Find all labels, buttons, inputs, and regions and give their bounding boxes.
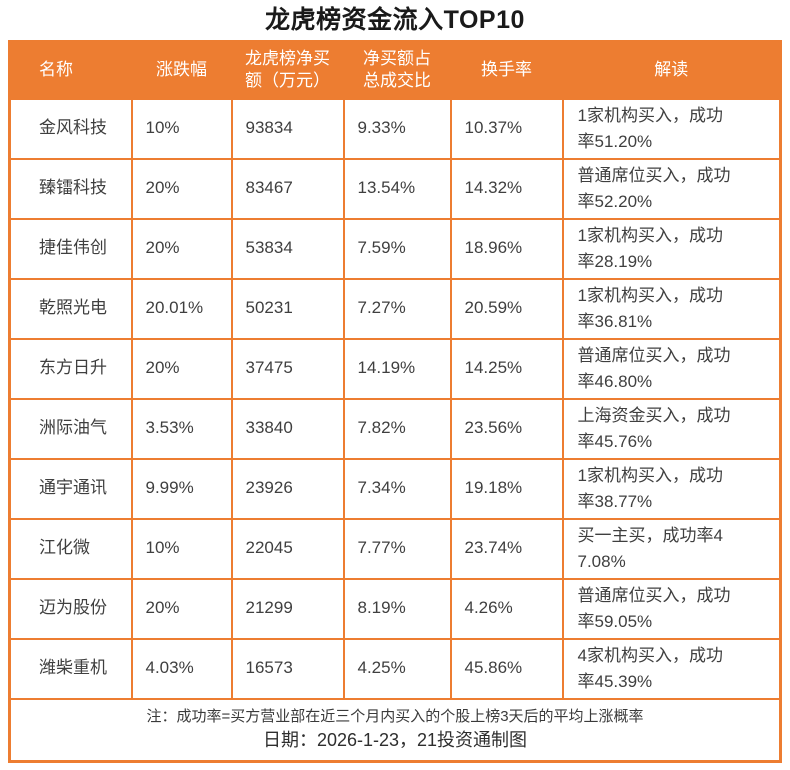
stock-name-cell: 乾照光电 <box>8 277 133 340</box>
table-row: 金风科技 10% 93834 9.33% 10.37% 1家机构买入，成功率51… <box>8 97 782 160</box>
net-buy-ratio-cell: 7.77% <box>342 517 452 580</box>
stock-name-cell: 东方日升 <box>8 337 133 400</box>
table-row: 洲际油气 3.53% 33840 7.82% 23.56% 上海资金买入，成功率… <box>8 397 782 460</box>
interpretation-cell: 1家机构买入，成功率38.77% <box>561 457 782 520</box>
table-row: 臻镭科技 20% 83467 13.54% 14.32% 普通席位买入，成功率5… <box>8 157 782 220</box>
table-header: 名称 涨跌幅 龙虎榜净买额（万元） 净买额占总成交比 换手率 解读 <box>8 40 782 100</box>
stock-name-cell: 捷佳伟创 <box>8 217 133 280</box>
table-row: 捷佳伟创 20% 53834 7.59% 18.96% 1家机构买入，成功率28… <box>8 217 782 280</box>
header-row: 名称 涨跌幅 龙虎榜净买额（万元） 净买额占总成交比 换手率 解读 <box>8 40 782 100</box>
header-turnover: 换手率 <box>449 40 564 100</box>
table-row: 江化微 10% 22045 7.77% 23.74% 买一主买，成功率47.08… <box>8 517 782 580</box>
table-row: 迈为股份 20% 21299 8.19% 4.26% 普通席位买入，成功率59.… <box>8 577 782 640</box>
stock-name-cell: 江化微 <box>8 517 133 580</box>
change-pct-cell: 9.99% <box>130 457 233 520</box>
interpretation-cell: 普通席位买入，成功率59.05% <box>561 577 782 640</box>
interpretation-cell: 4家机构买入，成功率45.39% <box>561 637 782 700</box>
stock-name-cell: 臻镭科技 <box>8 157 133 220</box>
net-buy-ratio-cell: 14.19% <box>342 337 452 400</box>
table-row: 潍柴重机 4.03% 16573 4.25% 45.86% 4家机构买入，成功率… <box>8 637 782 700</box>
success-rate-note: 注：成功率=买方营业部在近三个月内买入的个股上榜3天后的平均上涨概率 <box>146 707 644 725</box>
interpretation-cell: 1家机构买入，成功率51.20% <box>561 97 782 160</box>
interpretation-cell: 1家机构买入，成功率36.81% <box>561 277 782 340</box>
turnover-cell: 18.96% <box>449 217 564 280</box>
change-pct-cell: 20% <box>130 577 233 640</box>
header-net-buy-ratio: 净买额占总成交比 <box>342 40 452 100</box>
stock-name-cell: 潍柴重机 <box>8 637 133 700</box>
net-buy-ratio-cell: 4.25% <box>342 637 452 700</box>
net-buy-ratio-cell: 7.34% <box>342 457 452 520</box>
header-interpretation: 解读 <box>561 40 782 100</box>
net-buy-cell: 53834 <box>230 217 345 280</box>
page-title: 龙虎榜资金流入TOP10 <box>265 6 525 34</box>
interpretation-cell: 上海资金买入，成功率45.76% <box>561 397 782 460</box>
turnover-cell: 14.32% <box>449 157 564 220</box>
change-pct-cell: 20.01% <box>130 277 233 340</box>
net-buy-ratio-cell: 13.54% <box>342 157 452 220</box>
interpretation-cell: 1家机构买入，成功率28.19% <box>561 217 782 280</box>
change-pct-cell: 20% <box>130 217 233 280</box>
change-pct-cell: 10% <box>130 517 233 580</box>
net-buy-ratio-cell: 7.82% <box>342 397 452 460</box>
stock-name-cell: 通宇通讯 <box>8 457 133 520</box>
table-body: 金风科技 10% 93834 9.33% 10.37% 1家机构买入，成功率51… <box>8 97 782 700</box>
footer-cell: 注：成功率=买方营业部在近三个月内买入的个股上榜3天后的平均上涨概率 日期：20… <box>8 697 782 763</box>
net-buy-ratio-cell: 7.27% <box>342 277 452 340</box>
net-buy-ratio-cell: 7.59% <box>342 217 452 280</box>
table-row: 东方日升 20% 37475 14.19% 14.25% 普通席位买入，成功率4… <box>8 337 782 400</box>
interpretation-cell: 普通席位买入，成功率46.80% <box>561 337 782 400</box>
header-change: 涨跌幅 <box>130 40 233 100</box>
footer-row: 注：成功率=买方营业部在近三个月内买入的个股上榜3天后的平均上涨概率 日期：20… <box>8 697 782 763</box>
net-buy-cell: 22045 <box>230 517 345 580</box>
header-name: 名称 <box>8 40 133 100</box>
net-buy-cell: 37475 <box>230 337 345 400</box>
table-footer: 注：成功率=买方营业部在近三个月内买入的个股上榜3天后的平均上涨概率 日期：20… <box>8 697 782 763</box>
stock-name-cell: 金风科技 <box>8 97 133 160</box>
interpretation-cell: 买一主买，成功率47.08% <box>561 517 782 580</box>
turnover-cell: 10.37% <box>449 97 564 160</box>
change-pct-cell: 3.53% <box>130 397 233 460</box>
turnover-cell: 14.25% <box>449 337 564 400</box>
net-buy-cell: 83467 <box>230 157 345 220</box>
net-buy-cell: 21299 <box>230 577 345 640</box>
change-pct-cell: 4.03% <box>130 637 233 700</box>
top10-table: 名称 涨跌幅 龙虎榜净买额（万元） 净买额占总成交比 换手率 解读 金风科技 1… <box>8 40 782 764</box>
table-row: 通宇通讯 9.99% 23926 7.34% 19.18% 1家机构买入，成功率… <box>8 457 782 520</box>
turnover-cell: 45.86% <box>449 637 564 700</box>
stock-name-cell: 洲际油气 <box>8 397 133 460</box>
turnover-cell: 4.26% <box>449 577 564 640</box>
turnover-cell: 20.59% <box>449 277 564 340</box>
net-buy-ratio-cell: 8.19% <box>342 577 452 640</box>
change-pct-cell: 20% <box>130 337 233 400</box>
stock-name-cell: 迈为股份 <box>8 577 133 640</box>
turnover-cell: 23.56% <box>449 397 564 460</box>
table-row: 乾照光电 20.01% 50231 7.27% 20.59% 1家机构买入，成功… <box>8 277 782 340</box>
net-buy-cell: 16573 <box>230 637 345 700</box>
date-credit-line: 日期：2026-1-23，21投资通制图 <box>262 730 528 750</box>
net-buy-cell: 50231 <box>230 277 345 340</box>
net-buy-cell: 93834 <box>230 97 345 160</box>
header-net-buy: 龙虎榜净买额（万元） <box>230 40 345 100</box>
interpretation-cell: 普通席位买入，成功率52.20% <box>561 157 782 220</box>
change-pct-cell: 10% <box>130 97 233 160</box>
change-pct-cell: 20% <box>130 157 233 220</box>
net-buy-cell: 33840 <box>230 397 345 460</box>
net-buy-ratio-cell: 9.33% <box>342 97 452 160</box>
turnover-cell: 23.74% <box>449 517 564 580</box>
net-buy-cell: 23926 <box>230 457 345 520</box>
turnover-cell: 19.18% <box>449 457 564 520</box>
